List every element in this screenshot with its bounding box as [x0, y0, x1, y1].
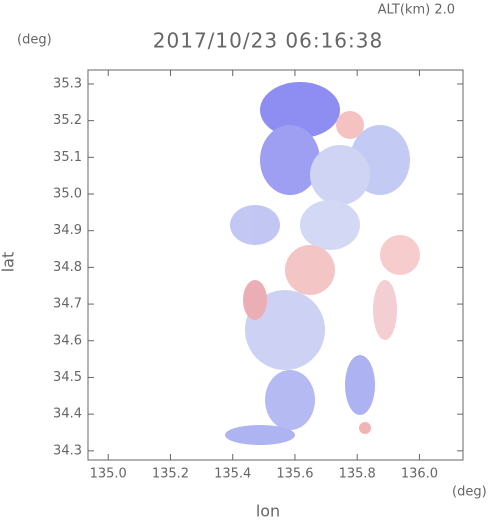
echo — [310, 145, 370, 205]
y-unit: (deg) — [17, 33, 52, 48]
echo — [225, 425, 295, 445]
echo — [359, 422, 371, 434]
x-tick-label: 135.8 — [339, 467, 376, 482]
echo — [380, 235, 420, 275]
velocity-field — [225, 82, 420, 445]
x-tick-label: 135.6 — [276, 467, 313, 482]
echo — [336, 111, 364, 139]
altitude-label: ALT(km) 2.0 — [378, 3, 455, 18]
x-tick-label: 135.0 — [90, 467, 127, 482]
x-axis-label: lon — [256, 502, 280, 521]
y-tick-label: 35.0 — [53, 187, 82, 202]
y-tick-label: 34.8 — [53, 260, 82, 275]
y-tick-label: 35.1 — [53, 150, 82, 165]
y-axis-label: lat — [0, 252, 18, 273]
chart-title: 2017/10/23 06:16:38 — [153, 29, 383, 53]
y-tick-label: 34.4 — [53, 407, 82, 422]
echo — [345, 355, 375, 415]
echo — [230, 205, 280, 245]
echo — [260, 125, 320, 195]
plot-frame — [87, 69, 464, 461]
echo — [243, 280, 267, 320]
x-tick-label: 136.0 — [401, 467, 438, 482]
x-unit: (deg) — [452, 485, 487, 500]
x-tick-label: 135.4 — [214, 467, 251, 482]
y-tick-label: 34.9 — [53, 223, 82, 238]
echo — [285, 245, 335, 295]
x-tick-label: 135.2 — [152, 467, 189, 482]
y-tick-label: 35.2 — [53, 113, 82, 128]
y-tick-label: 35.3 — [53, 76, 82, 91]
y-tick-label: 34.5 — [53, 370, 82, 385]
echo — [260, 82, 340, 138]
y-tick-label: 34.6 — [53, 333, 82, 348]
y-tick-label: 34.7 — [53, 297, 82, 312]
y-tick-label: 34.3 — [53, 443, 82, 458]
echo — [265, 370, 315, 430]
echo — [373, 280, 397, 340]
echo — [300, 200, 360, 250]
